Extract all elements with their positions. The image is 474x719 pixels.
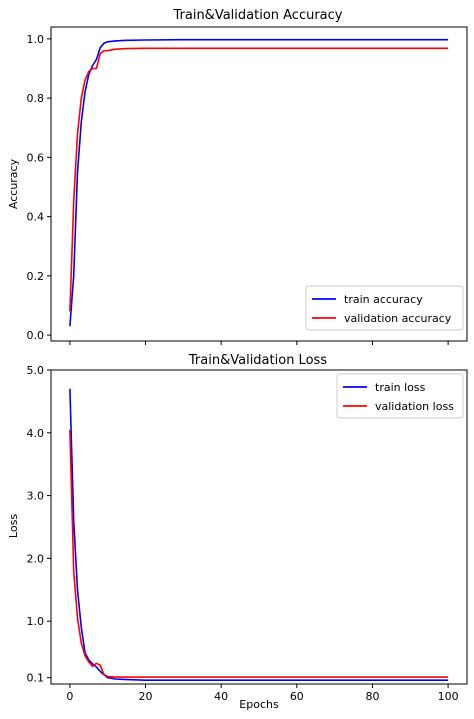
loss-x-tick-label: 80 (365, 690, 379, 703)
loss-plot-area: 0 20 40 60 80 100 0.1 1.0 2.0 3.0 4.0 5.0 (27, 364, 459, 703)
loss-y-tick-label: 4.0 (27, 427, 45, 440)
loss-legend-box (336, 373, 464, 419)
loss-y-tick-label: 5.0 (27, 364, 45, 377)
accuracy-chart-title: Train&Validation Accuracy (172, 8, 342, 23)
accuracy-y-tick-label: 0.6 (27, 151, 45, 164)
loss-x-tick-label: 0 (66, 690, 73, 703)
accuracy-series-train-accuracy (69, 38, 449, 327)
accuracy-y-tick-label: 0.4 (27, 211, 45, 224)
loss-x-axis-label: Epochs (239, 698, 279, 711)
loss-legend: train loss validation loss (336, 373, 464, 419)
loss-series-validation-loss (69, 429, 449, 678)
accuracy-plot-area: 0.0 0.2 0.4 0.6 0.8 1.0 (27, 33, 449, 345)
loss-legend-label: train loss (375, 381, 426, 394)
loss-y-tick-label: 2.0 (27, 552, 45, 565)
accuracy-legend-box (305, 285, 464, 331)
loss-chart: Train&Validation Loss Loss Epochs 0 20 40 6… (7, 353, 468, 711)
loss-x-tick-label: 40 (214, 690, 228, 703)
loss-axes-frame (50, 369, 468, 685)
loss-x-tick-label: 100 (438, 690, 459, 703)
accuracy-y-tick-label: 0.8 (27, 92, 45, 105)
loss-y-tick-label: 1.0 (27, 615, 45, 628)
accuracy-axes-frame (50, 26, 468, 342)
loss-series-train-loss (69, 388, 449, 682)
accuracy-y-tick-label: 0.2 (27, 270, 45, 283)
loss-legend-label: validation loss (375, 400, 454, 413)
loss-x-tick-label: 20 (139, 690, 153, 703)
loss-y-axis-label: Loss (7, 514, 20, 538)
accuracy-y-tick-label: 1.0 (27, 33, 45, 46)
loss-x-tick-label: 60 (290, 690, 304, 703)
accuracy-legend-label: train accuracy (344, 293, 423, 306)
accuracy-chart: Train&Validation Accuracy Accuracy 0.00.… (7, 8, 468, 345)
accuracy-legend-label: validation accuracy (344, 312, 452, 325)
accuracy-y-axis-label: Accuracy (7, 158, 20, 209)
accuracy-series-validation-accuracy (69, 47, 449, 312)
accuracy-y-tick-label: 0.0 (27, 329, 45, 342)
loss-y-tick-label: 0.1 (27, 672, 45, 685)
loss-y-tick-label: 3.0 (27, 490, 45, 503)
loss-chart-title: Train&Validation Loss (188, 353, 327, 368)
accuracy-legend: train accuracy validation accuracy (305, 285, 464, 331)
